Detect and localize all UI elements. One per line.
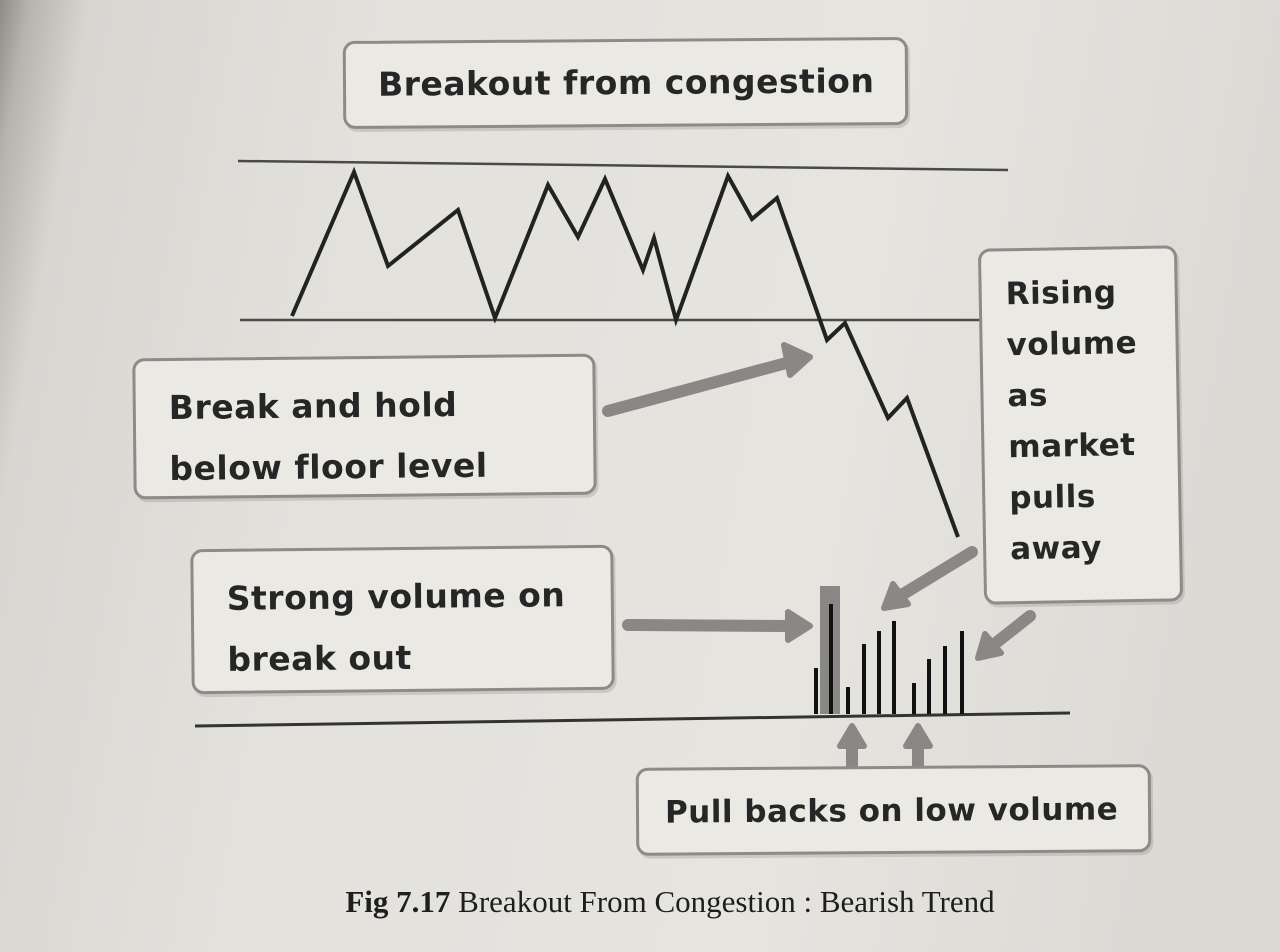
figure-caption: Fig 7.17 Breakout From Congestion : Bear… — [230, 884, 1110, 920]
figure-caption-text: Breakout From Congestion : Bearish Trend — [458, 884, 995, 919]
rising-volume-callout-text: Rising volume as market pulls away — [1005, 274, 1138, 568]
title-callout-text: Breakout from congestion — [377, 61, 875, 104]
break-hold-callout-text: Break and hold below floor level — [168, 385, 488, 489]
strong-volume-arrowhead — [785, 609, 813, 643]
pointer-arrows — [602, 342, 1036, 772]
rising-volume-callout: Rising volume as market pulls away — [977, 245, 1184, 605]
strong-volume-callout: Strong volume on break out — [190, 544, 615, 695]
congestion-ceiling-line — [237, 159, 1009, 172]
figure-number: Fig 7.17 — [345, 884, 451, 919]
title-callout: Breakout from congestion — [342, 37, 909, 129]
break-hold-callout: Break and hold below floor level — [132, 353, 597, 500]
rising-volume-arrow-lower — [986, 610, 1036, 652]
pull-backs-callout: Pull backs on low volume — [635, 764, 1152, 856]
price-line — [290, 166, 960, 538]
break-hold-arrowhead — [781, 342, 813, 378]
strong-volume-callout-text: Strong volume on break out — [226, 575, 566, 679]
volume-bars — [814, 604, 964, 714]
pull-back-arrowhead-right — [903, 723, 933, 749]
pull-back-arrowhead-left — [837, 723, 867, 749]
strong-volume-arrow — [622, 619, 796, 632]
break-hold-arrow — [602, 356, 796, 417]
rising-volume-arrow-upper — [894, 546, 978, 602]
volume-baseline — [194, 711, 1071, 728]
rising-volume-arrowhead-upper — [881, 581, 911, 611]
rising-volume-arrowhead-lower — [975, 631, 1004, 661]
pull-backs-callout-text: Pull backs on low volume — [664, 791, 1119, 831]
